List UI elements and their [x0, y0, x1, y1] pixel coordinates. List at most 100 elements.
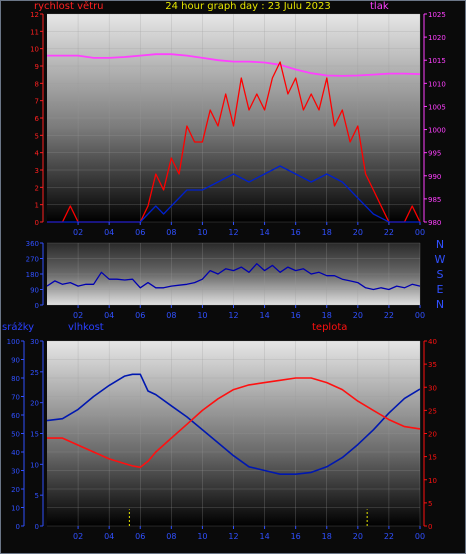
wind-speed-tick-label: 10 [30, 46, 39, 54]
wind-speed-tick-label: 7 [35, 98, 39, 106]
x-tick-label: 02 [73, 532, 83, 541]
humidity-tick-label: 10 [30, 461, 39, 469]
x-tick-label: 18 [322, 532, 332, 541]
rain-tick-label: 50 [11, 431, 20, 439]
rain-tick-label: 10 [11, 505, 20, 513]
pressure-tick-label: 995 [428, 150, 441, 158]
x-tick-label: 04 [104, 311, 114, 320]
temperature-tick-label: 40 [428, 338, 437, 346]
compass-label: W [435, 253, 446, 266]
wind-pressure-chart: 0123456789101112980985990995100010051010… [30, 0, 446, 237]
pressure-tick-label: 1010 [428, 80, 446, 88]
wind-direction-tick-label: 270 [26, 256, 39, 264]
compass-label: N [436, 298, 444, 311]
x-tick-label: 08 [166, 228, 176, 237]
temperature-tick-label: 20 [428, 431, 437, 439]
humidity-tick-label: 25 [30, 369, 39, 377]
wind-direction-axes: 0 90 180 270 360 02 04 06 08 10 12 14 16 18 20 22 00 [26, 240, 425, 320]
x-tick-label: 00 [415, 532, 425, 541]
wind-pressure-grid [47, 13, 421, 223]
x-tick-label: 10 [197, 532, 207, 541]
wind-speed-tick-label: 3 [35, 167, 39, 175]
rain-tick-label: 100 [7, 338, 20, 346]
wind-speed-axis-title: rychlost větru [34, 0, 104, 12]
x-tick-label: 12 [228, 532, 238, 541]
pressure-tick-label: 1020 [428, 34, 446, 42]
x-tick-label: 04 [104, 532, 114, 541]
rain-tick-label: 30 [11, 468, 20, 476]
compass-label: E [437, 283, 444, 296]
x-tick-label: 14 [259, 311, 269, 320]
humidity-temperature-grid [47, 340, 421, 527]
x-tick-label: 12 [228, 228, 238, 237]
x-tick-label: 16 [291, 228, 301, 237]
x-tick-label: 02 [73, 228, 83, 237]
x-tick-label: 22 [384, 532, 394, 541]
wind-pressure-axes: 0123456789101112980985990995100010051010… [30, 11, 446, 237]
humidity-temperature-axes: 0102030405060708090100051015202530051015… [7, 338, 437, 541]
x-tick-label: 00 [415, 311, 425, 320]
wind-speed-tick-label: 8 [35, 80, 39, 88]
x-tick-label: 12 [228, 311, 238, 320]
x-tick-label: 02 [73, 311, 83, 320]
pressure-tick-label: 1015 [428, 57, 446, 65]
temperature-tick-label: 15 [428, 454, 437, 462]
x-tick-label: 10 [197, 311, 207, 320]
pressure-tick-label: 985 [428, 196, 441, 204]
x-tick-label: 20 [353, 228, 363, 237]
pressure-tick-label: 980 [428, 219, 441, 227]
wind-speed-tick-label: 1 [35, 202, 39, 210]
rain-tick-label: 80 [11, 375, 20, 383]
x-tick-label: 06 [135, 532, 145, 541]
temperature-tick-label: 5 [428, 500, 432, 508]
x-tick-label: 20 [353, 311, 363, 320]
wind-line [47, 165, 420, 223]
rain-tick-label: 70 [11, 394, 20, 402]
humidity-tick-label: 5 [35, 492, 39, 500]
humidity-temperature-series [46, 373, 421, 526]
humidity-axis-title: vlhkost [68, 322, 104, 333]
temperature-line [47, 377, 421, 469]
humidity-tick-label: 0 [35, 523, 39, 531]
temperature-tick-label: 30 [428, 384, 437, 392]
x-tick-label: 08 [166, 311, 176, 320]
wind-direction-tick-label: 0 [35, 302, 39, 310]
temperature-tick-label: 35 [428, 361, 437, 369]
x-tick-label: 20 [353, 532, 363, 541]
wind-speed-tick-label: 2 [35, 184, 39, 192]
x-tick-label: 10 [197, 228, 207, 237]
x-tick-label: 00 [415, 228, 425, 237]
rain-axis-title: srážky [2, 321, 34, 333]
humidity-tick-label: 15 [30, 431, 39, 439]
wind-pressure-title: 24 hour graph day : 23 Julu 2023 [165, 1, 331, 12]
x-tick-label: 06 [135, 311, 145, 320]
temperature-tick-label: 10 [428, 477, 437, 485]
x-tick-label: 06 [135, 228, 145, 237]
compass-label: S [437, 268, 444, 281]
x-tick-label: 08 [166, 532, 176, 541]
x-tick-label: 18 [322, 228, 332, 237]
rain-tick-label: 90 [11, 357, 20, 365]
x-tick-label: 14 [259, 532, 269, 541]
temperature-tick-label: 25 [428, 407, 437, 415]
x-tick-label: 16 [291, 311, 301, 320]
wind-speed-tick-label: 12 [30, 11, 39, 19]
wind_direction-line [46, 263, 421, 291]
pressure-tick-label: 990 [428, 173, 441, 181]
pressure-axis-title: tlak [370, 1, 389, 12]
humidity-line [46, 373, 421, 476]
compass-label: N [436, 238, 444, 251]
wind-speed-tick-label: 11 [30, 28, 39, 36]
humidity-temperature-chart: 0102030405060708090100051015202530051015… [2, 321, 437, 541]
wind-speed-tick-label: 5 [35, 132, 39, 140]
rain-tick-label: 20 [11, 486, 20, 494]
pressure-tick-label: 1025 [428, 11, 446, 19]
x-tick-label: 18 [322, 311, 332, 320]
x-tick-label: 04 [104, 228, 114, 237]
wind-speed-tick-label: 4 [35, 150, 40, 158]
wind-speed-tick-label: 6 [35, 115, 40, 123]
temperature-tick-label: 0 [428, 523, 432, 531]
